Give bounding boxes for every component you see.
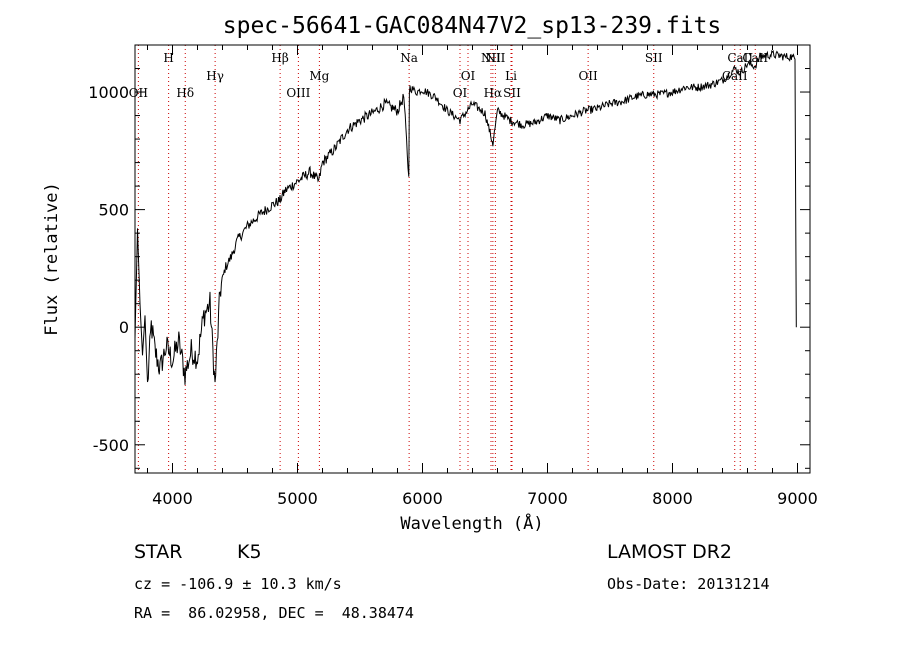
spectral-line-label: NII: [485, 51, 505, 65]
spectral-line-label: Li: [505, 69, 517, 83]
chart-title: spec-56641-GAC084N47V2_sp13-239.fits: [223, 13, 722, 39]
spectral-line-label: NII: [481, 51, 501, 65]
spectral-line-label: OII: [129, 86, 149, 100]
spectral-line-label: Mg: [309, 69, 329, 83]
x-tick-label: 9000: [777, 489, 818, 508]
x-tick-label: 7000: [527, 489, 568, 508]
spectral-line-label: H: [163, 51, 173, 65]
plot-frame: [134, 44, 811, 474]
y-tick-label: 0: [119, 318, 129, 337]
x-tick-label: 8000: [652, 489, 693, 508]
spectral-line-label: Hγ: [206, 69, 224, 83]
object-subclass: K5: [237, 541, 262, 563]
object-class: STAR: [134, 541, 183, 563]
y-axis-label: Flux (relative): [42, 182, 62, 336]
spectral-line-label: CaII: [727, 51, 753, 65]
coordinates: RA = 86.02958, DEC = 48.38474: [134, 604, 414, 622]
x-tick-label: 4000: [152, 489, 193, 508]
y-tick-label: 500: [98, 201, 129, 220]
spectral-line-label: OI: [453, 86, 468, 100]
y-tick-label: -500: [93, 436, 129, 455]
spectral-line-markers: [137, 45, 756, 473]
spectral-line-label: OII: [578, 69, 598, 83]
obs-date: Obs-Date: 20131214: [607, 575, 770, 593]
spectral-line-labels: OIIHHδHγHβOIIIMgNaOIOINIIHαNIILiSIIOIISI…: [129, 51, 769, 100]
x-axis-ticks: 4000 5000 6000 7000 8000 9000: [147, 45, 818, 508]
spectral-line-label: Hα: [484, 86, 503, 100]
spectral-line-label: SII: [645, 51, 663, 65]
spectral-line-label: Hδ: [176, 86, 194, 100]
survey-name: LAMOST DR2: [607, 541, 732, 563]
spectral-line-label: SII: [503, 86, 521, 100]
y-tick-label: 1000: [88, 83, 129, 102]
spectral-line-label: CaII: [722, 69, 748, 83]
spectral-line-label: OI: [461, 69, 476, 83]
spectral-line-label: Na: [400, 51, 418, 65]
spectral-line-label: OIII: [286, 86, 310, 100]
y-axis-ticks: -500 0 500 1000: [88, 44, 810, 469]
x-axis-label: Wavelength (Å): [400, 512, 543, 534]
spectral-line-label: Hβ: [271, 51, 288, 65]
spectrum-series-line: [134, 49, 797, 385]
x-tick-label: 5000: [277, 489, 318, 508]
redshift-value: cz = -106.9 ± 10.3 km/s: [134, 575, 342, 593]
x-tick-label: 6000: [402, 489, 443, 508]
